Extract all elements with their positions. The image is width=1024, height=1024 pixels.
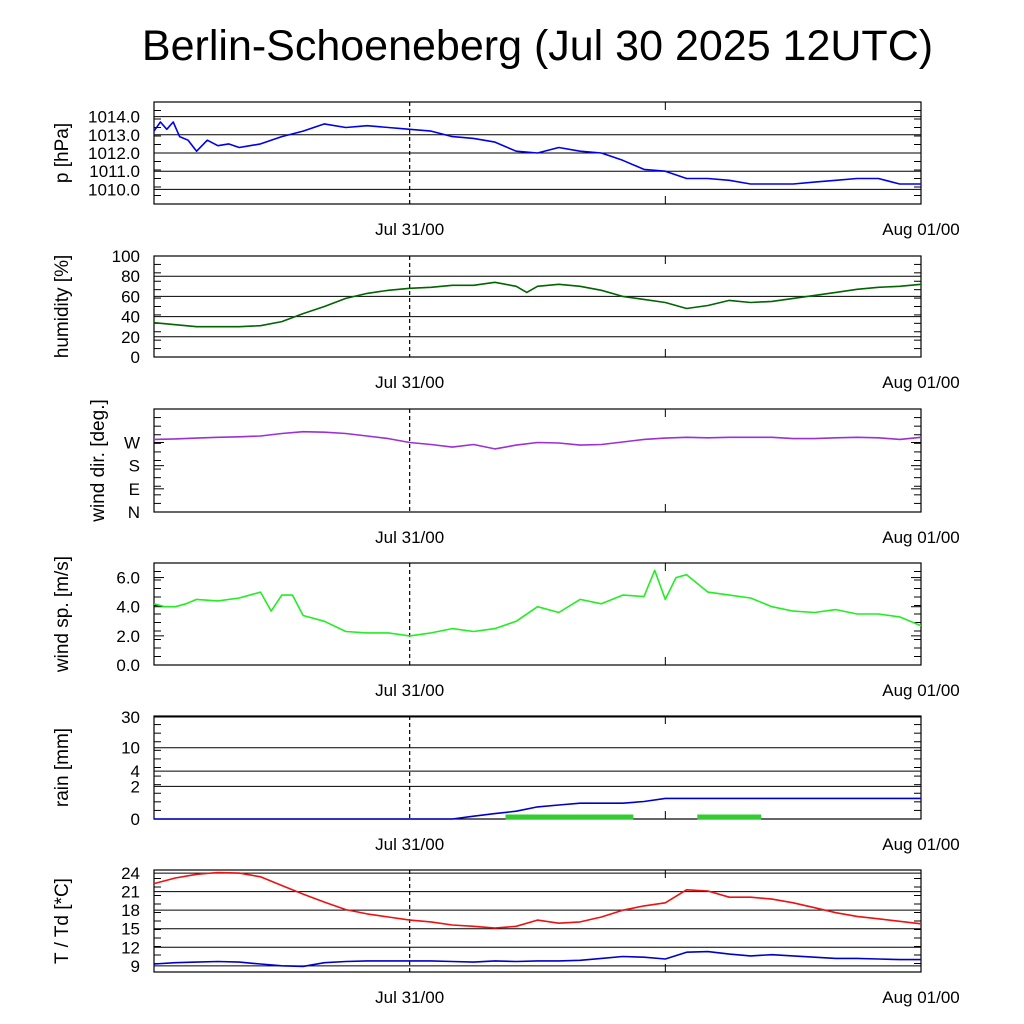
wind_speed-line [153,569,922,637]
wind_dir-line [153,430,922,450]
temperature-line [153,871,922,929]
y-tick-label: 20 [121,328,140,347]
chart-title: Berlin-Schoeneberg (Jul 30 2025 12UTC) [141,22,934,70]
x-tick-label: Aug 01/00 [882,373,960,392]
y-axis-label: wind dir. [deg.] [88,399,109,523]
y-tick-label: 21 [121,883,140,902]
y-tick-label: 100 [112,247,140,266]
y-axis-label: rain [mm] [52,728,73,807]
y-tick-label: 10 [121,739,140,758]
plot-frame [153,562,922,666]
y-tick-label: 15 [121,920,140,939]
y-tick-label: 1013.0 [88,126,140,145]
y-tick-label: 1010.0 [88,180,140,199]
y-tick-label: 30 [121,708,140,727]
y-axis-label: humidity [%] [52,255,73,358]
x-tick-label: Jul 31/00 [375,681,444,700]
x-tick-label: Aug 01/00 [882,220,960,239]
x-tick-label: Aug 01/00 [882,988,960,1007]
y-tick-label: 0 [131,348,140,367]
y-axis-label: p [hPa] [52,123,73,183]
rain_total-line [154,797,921,820]
x-tick-label: Aug 01/00 [882,835,960,854]
humidity-line [153,281,922,328]
rain-panel: 0 24 10 30 Jul 31/00 Aug 01/00 rain [mm] [52,708,960,854]
y-tick-label: 24 [121,864,140,883]
y-tick-label: 2.0 [116,627,140,646]
y-tick-label: 1012.0 [88,144,140,163]
pressure-line [153,121,921,185]
plot-frame [153,255,922,358]
wind-speed-panel: 0.0 2.0 4.0 6.0 Jul 31/00 Aug 01/00 wind sp. [… [52,556,960,700]
plot-frame [153,869,922,973]
y-axis-label: T / Td [*C] [52,878,73,964]
plot-frame [153,715,922,820]
dewpoint-line [153,950,921,968]
y-tick-label: 0.0 [116,656,140,675]
y-tick-label: 60 [121,287,140,306]
plot-frame [153,101,922,205]
x-tick-label: Jul 31/00 [375,988,444,1007]
x-tick-label: Jul 31/00 [375,373,444,392]
y-tick-label: N [128,503,140,522]
y-tick-label: 0 [131,810,140,829]
y-tick-label: 40 [121,308,140,327]
y-tick-label: 4 [131,762,140,781]
y-tick-label: 6.0 [116,569,140,588]
x-tick-label: Jul 31/00 [375,220,444,239]
y-tick-label: 80 [121,267,140,286]
y-tick-label: 1011.0 [89,162,140,181]
y-tick-label: 18 [121,901,140,920]
x-tick-label: Jul 31/00 [375,835,444,854]
y-tick-label: 12 [121,938,140,957]
plot-frame [153,408,922,513]
y-tick-label: 4.0 [116,598,140,617]
x-tick-label: Aug 01/00 [882,681,960,700]
x-tick-label: Jul 31/00 [375,528,444,547]
y-tick-label: 1014.0 [88,108,140,127]
y-tick-label: 9 [131,957,140,976]
y-tick-label: W [124,433,140,452]
y-tick-label: S [129,457,140,476]
y-axis-label: wind sp. [m/s] [52,556,73,673]
y-tick-label: E [129,480,140,499]
x-tick-label: Aug 01/00 [882,528,960,547]
y-tick-label: 2 [131,777,140,796]
